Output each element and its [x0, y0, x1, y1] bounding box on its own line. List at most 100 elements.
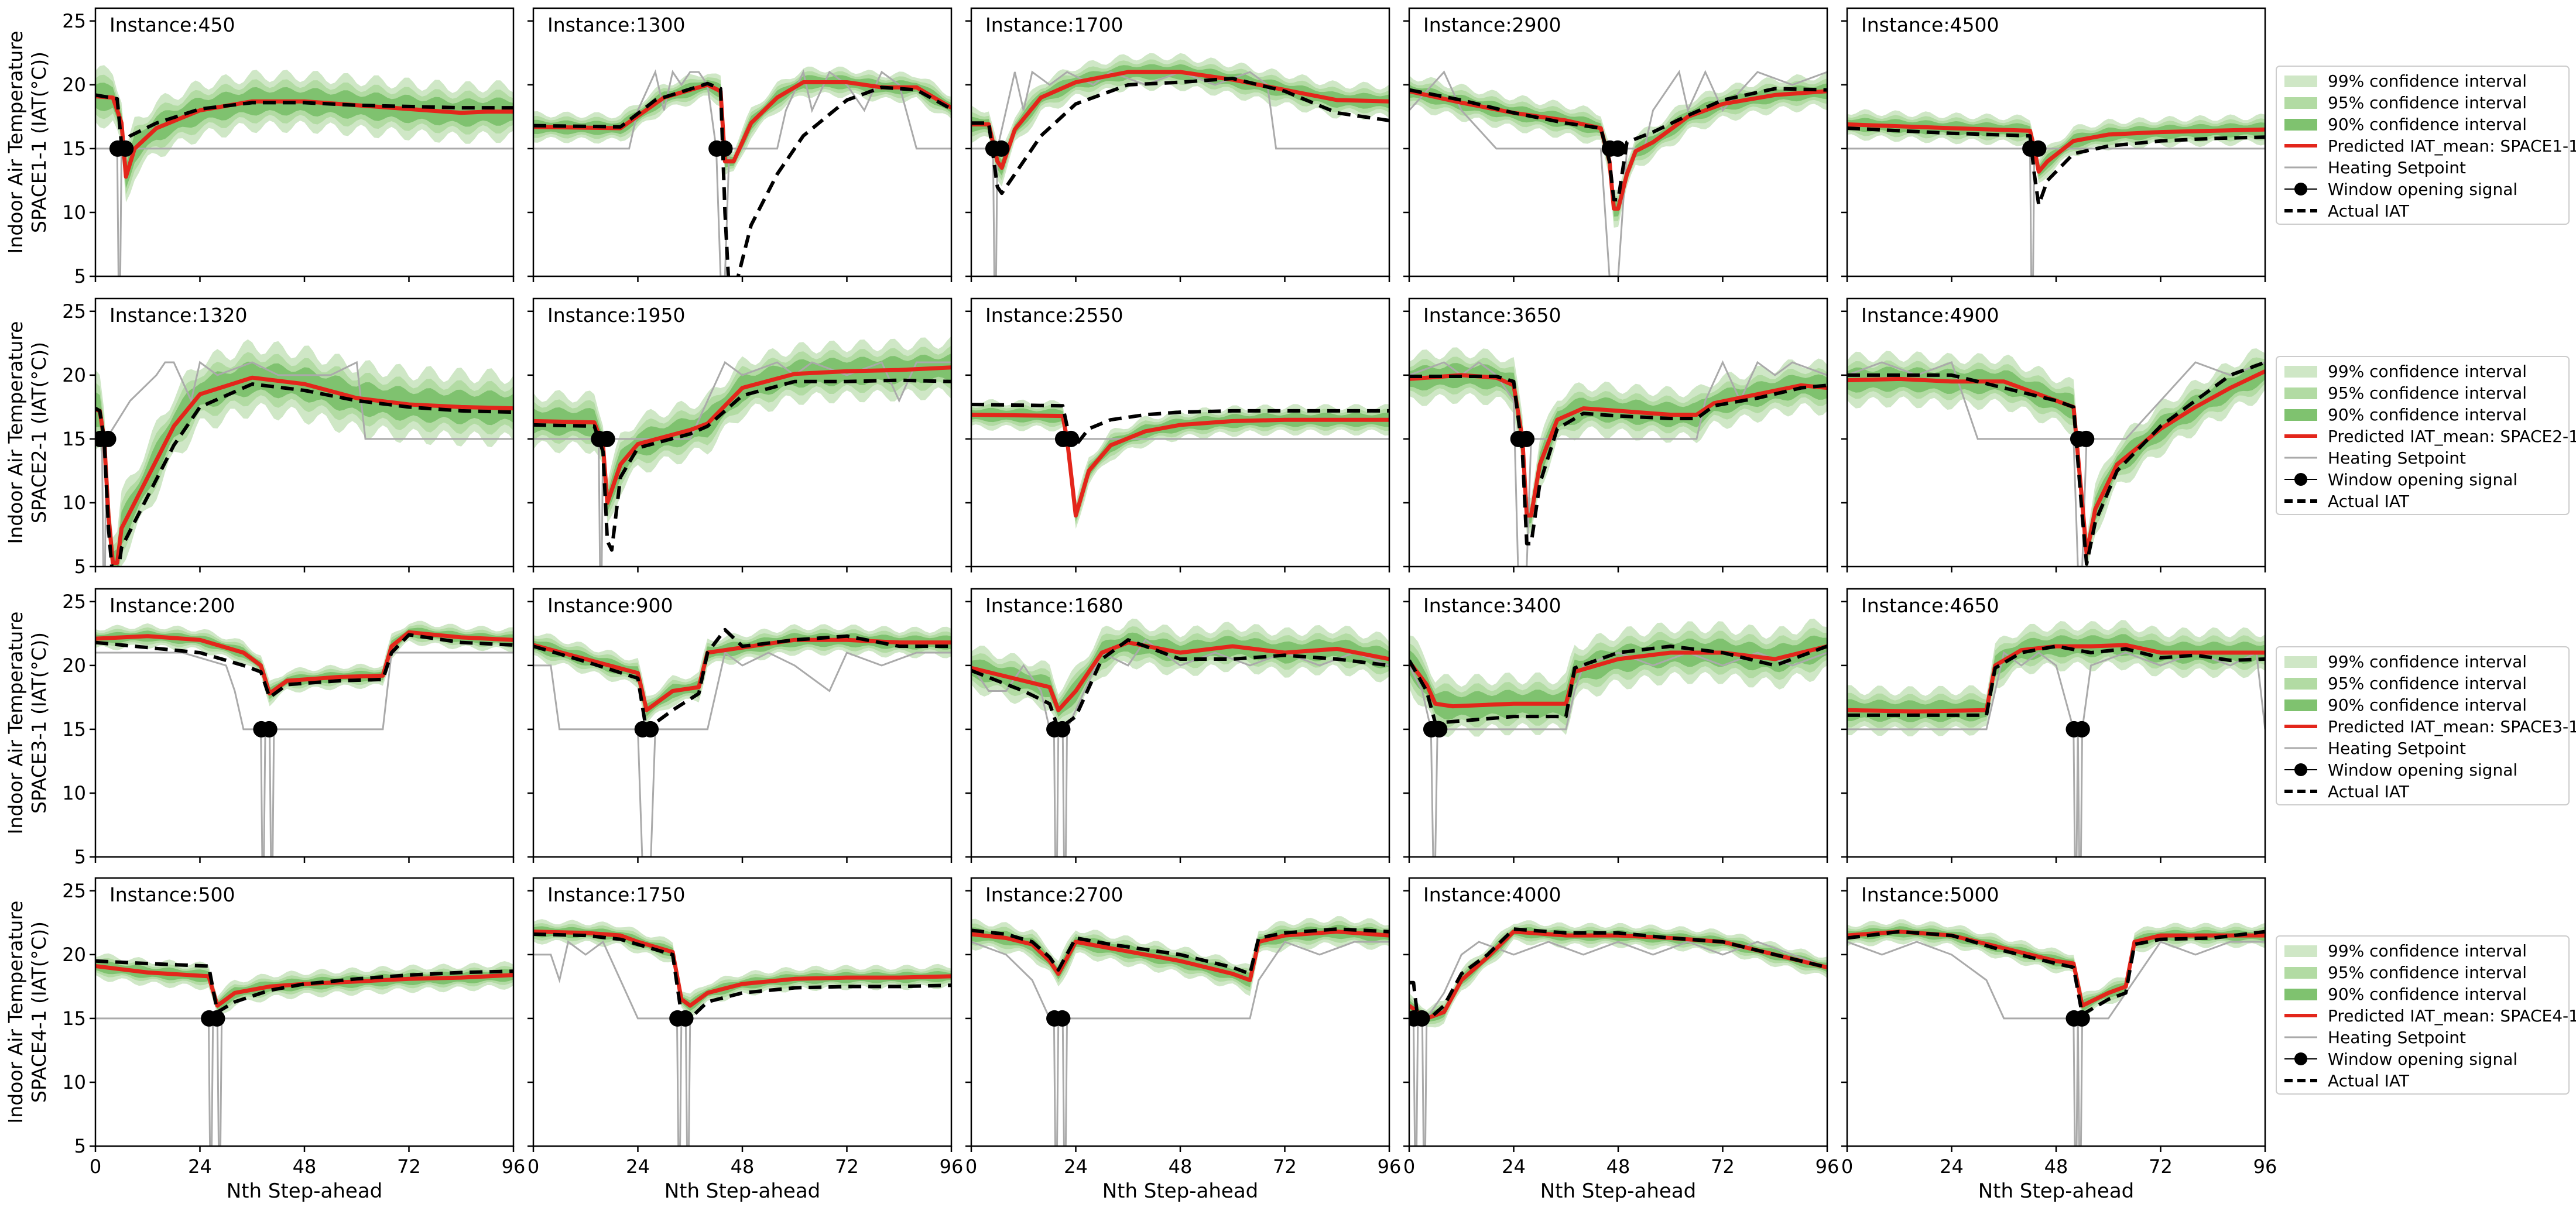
- heating-setpoint-line: [971, 639, 1389, 857]
- plot-area: [971, 916, 1389, 1146]
- panel: Instance:900: [527, 588, 953, 863]
- legend-predicted-label: Predicted IAT_mean: SPACE3-1: [2328, 717, 2576, 736]
- legend-ci99-label: 99% confidence interval: [2328, 652, 2527, 671]
- window-opening-marker: [2078, 430, 2095, 447]
- legend: 99% confidence interval 95% confidence in…: [2276, 935, 2576, 1095]
- instance-label: Instance:1700: [985, 13, 1123, 36]
- actual-iat-line: [95, 633, 513, 699]
- heating-setpoint-line: [533, 361, 951, 567]
- heating-setpoint-line: [1847, 148, 2265, 276]
- predicted-iat-line: [95, 964, 513, 1008]
- predicted-iat-line: [1847, 643, 2265, 714]
- panel: Instance:450 5 10 15 20 25: [62, 7, 515, 287]
- heating-setpoint-line: [1847, 361, 2265, 567]
- panel-frame: [970, 877, 1390, 1147]
- legend: 99% confidence interval 95% confidence in…: [2276, 356, 2576, 515]
- plot-area: [95, 65, 513, 276]
- y-tick-label: 20: [62, 364, 86, 386]
- ci90-band: [1409, 83, 1827, 217]
- legend-ci90-key: [2284, 989, 2317, 1000]
- y-tick-label: 5: [74, 555, 86, 578]
- plot-area: [95, 339, 513, 567]
- plot-area: [971, 399, 1389, 529]
- legend-setpoint-label: Heating Setpoint: [2328, 739, 2466, 758]
- instance-label: Instance:4000: [1423, 883, 1561, 906]
- predicted-iat-line: [1847, 369, 2265, 556]
- x-tick-label: 96: [1815, 1155, 1839, 1178]
- panel: Instance:1320 5 10 15 20 25: [62, 297, 515, 578]
- y-tick-label: 10: [62, 201, 86, 224]
- window-opening-marker: [1518, 430, 1535, 447]
- actual-iat-line: [1847, 644, 2265, 717]
- actual-iat-line: [1409, 375, 1827, 546]
- legend-actual-label: Actual IAT: [2328, 201, 2410, 221]
- instance-label: Instance:500: [109, 883, 235, 906]
- y-axis-label: Indoor Air Temperature: [4, 321, 27, 544]
- actual-iat-line: [971, 77, 1389, 196]
- panel: Instance:4500: [1841, 7, 2266, 282]
- x-tick-label: 48: [293, 1155, 317, 1178]
- legend-window-marker: [2294, 763, 2307, 776]
- y-tick-label: 25: [62, 10, 86, 32]
- ci90-band: [1847, 363, 2265, 562]
- y-tick-label: 25: [62, 880, 86, 902]
- legend-box: [2276, 356, 2570, 515]
- x-tick-label: 24: [1064, 1155, 1088, 1178]
- y-tick-label: 10: [62, 782, 86, 804]
- y-tick-label: 25: [62, 591, 86, 613]
- y-tick-label: 10: [62, 492, 86, 514]
- panel: Instance:1750 0 24 48 72 96 Nth Step-ahead: [527, 877, 963, 1203]
- y-axis-label: SPACE3-1 (IAT(°C)): [28, 632, 50, 814]
- instance-label: Instance:3650: [1423, 304, 1561, 327]
- row-space4: Indoor Air Temperature SPACE4-1 (IAT(°C))…: [4, 877, 2576, 1203]
- predicted-iat-line: [1409, 930, 1827, 1021]
- plot-area: [1847, 348, 2265, 567]
- predicted-iat-line: [1409, 373, 1827, 518]
- plot-area: [533, 336, 951, 567]
- instance-label: Instance:2900: [1423, 13, 1561, 36]
- plot-area: [533, 624, 951, 857]
- panel-frame: [94, 877, 515, 1147]
- panel: Instance:500 5 10 15 20 25 0 24 48 72 96 Nth Step-a…: [62, 877, 525, 1203]
- legend-box: [2276, 646, 2570, 805]
- instance-label: Instance:1950: [547, 304, 685, 327]
- legend: 99% confidence interval 95% confidence in…: [2276, 646, 2576, 805]
- actual-iat-line: [1847, 126, 2265, 207]
- instance-label: Instance:4650: [1861, 594, 1999, 617]
- y-tick-label: 5: [74, 846, 86, 868]
- x-tick-label: 72: [1711, 1155, 1735, 1178]
- x-tick-label: 72: [397, 1155, 421, 1178]
- instance-label: Instance:200: [109, 594, 235, 617]
- legend-window-label: Window opening signal: [2328, 1050, 2517, 1069]
- panel: Instance:3400: [1403, 588, 1828, 863]
- panel: Instance:4900: [1841, 297, 2266, 572]
- x-tick-label: 0: [1403, 1155, 1415, 1178]
- legend-window-marker: [2294, 183, 2307, 196]
- legend-window-marker: [2294, 1052, 2307, 1065]
- x-tick-label: 48: [1169, 1155, 1193, 1178]
- plot-area: [1409, 920, 1827, 1146]
- legend-ci95-key: [2284, 967, 2317, 979]
- window-opening-marker: [598, 430, 615, 447]
- heating-setpoint-line: [95, 361, 513, 567]
- window-opening-marker: [1063, 430, 1080, 447]
- plot-area: [1409, 347, 1827, 567]
- y-axis-label: Indoor Air Temperature: [4, 901, 27, 1124]
- x-tick-label: 72: [1273, 1155, 1297, 1178]
- panel-frame: [1846, 877, 2266, 1147]
- actual-iat-line: [971, 403, 1389, 447]
- instance-label: Instance:4900: [1861, 304, 1999, 327]
- plot-area: [1847, 620, 2265, 857]
- y-axis-label: Indoor Air Temperature: [4, 31, 27, 254]
- panel-frame: [1408, 877, 1828, 1147]
- legend-ci99-label: 99% confidence interval: [2328, 941, 2527, 961]
- panel-frame: [532, 877, 953, 1147]
- plot-area: [1409, 618, 1827, 857]
- panel: Instance:2550: [965, 297, 1390, 572]
- x-axis-label: Nth Step-ahead: [227, 1179, 383, 1203]
- y-axis-label: SPACE2-1 (IAT(°C)): [28, 342, 50, 523]
- window-opening-marker: [2073, 1010, 2090, 1027]
- panel-frame: [970, 588, 1390, 858]
- window-opening-marker: [1054, 1010, 1071, 1027]
